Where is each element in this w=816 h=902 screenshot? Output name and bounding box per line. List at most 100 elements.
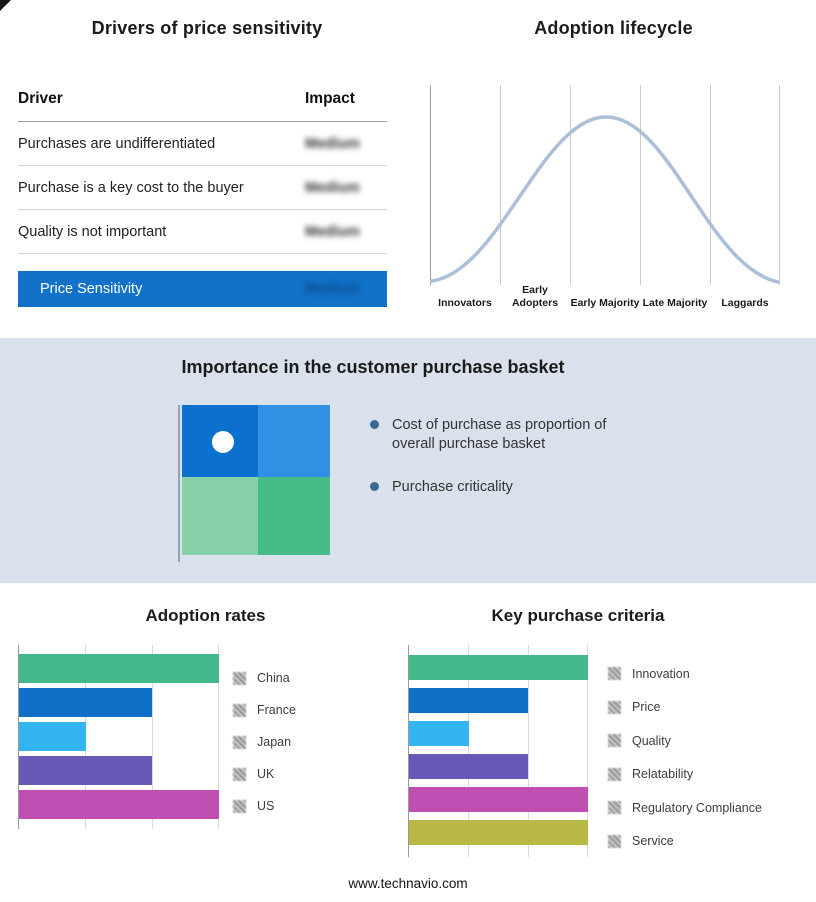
legend-swatch-icon [233,735,246,749]
gridline [18,645,19,829]
gridline [152,645,153,829]
legend-swatch-icon [608,734,621,748]
gridline [408,645,409,857]
basket-bullet-list: Cost of purchase as proportion of overal… [370,416,638,521]
column-header-impact: Impact [305,90,355,107]
gridline [570,85,571,285]
bullet-item: Cost of purchase as proportion of overal… [370,416,638,454]
lifecycle-stage-labels: Innovators Early Adopters Early Majority… [430,284,780,309]
quadrant-bottom-right [258,477,330,555]
bar-regulatory-compliance [409,787,588,812]
bar-row [409,721,588,746]
legend-item: Quality [608,724,762,758]
bullet-text: Cost of purchase as proportion of overal… [392,417,607,453]
price-sensitivity-row: Price Sensitivity Medium [18,271,387,307]
legend-label: Quality [632,733,671,748]
key-purchase-criteria-plot [408,645,588,857]
bar-japan [19,722,86,751]
impact-value-blurred: Medium [305,223,360,240]
gridline [430,85,431,285]
gridline [640,85,641,285]
legend-swatch-icon [608,667,621,681]
legend-swatch-icon [608,801,621,815]
bar-row [409,787,588,812]
quadrant-matrix [178,405,330,562]
key-purchase-criteria-title: Key purchase criteria [491,606,665,625]
legend-swatch-icon [233,767,246,781]
bar-row [19,688,219,717]
drivers-panel-title: Drivers of price sensitivity [91,18,323,38]
column-header-driver: Driver [18,90,63,107]
adoption-rates-plot [18,645,219,829]
bell-curve [430,115,780,284]
legend-label: Service [632,834,674,849]
stage-label-laggards: Laggards [721,296,769,309]
legend-label: China [257,671,290,685]
position-marker-dot [212,431,234,453]
legend-item: Price [608,691,762,725]
legend-label: Regulatory Compliance [632,800,762,815]
legend-label: Price [632,700,661,715]
key-purchase-criteria-bars [409,655,588,853]
bar-row [19,756,219,785]
bar-china [19,654,219,683]
stage-label-early-adopters: Early Adopters [511,284,559,309]
bar-row [19,654,219,683]
quadrant-top-left [182,405,258,477]
bar-uk [19,756,153,785]
bar-service [409,820,588,845]
key-purchase-criteria-legend: Innovation Price Quality Relatability Re… [608,657,762,858]
quadrant-bottom-left [182,477,258,555]
price-sensitivity-label: Price Sensitivity [40,281,143,297]
legend-label: UK [257,767,275,781]
legend-item: China [233,662,296,694]
bullet-text: Purchase criticality [392,479,513,496]
legend-swatch-icon [608,834,621,848]
footer-url[interactable]: www.technavio.com [348,876,468,891]
impact-value-blurred: Medium [305,281,360,297]
legend-label: Innovation [632,666,690,681]
gridline [528,645,529,857]
bar-row [19,790,219,819]
legend-swatch-icon [233,799,246,813]
legend-item: Relatability [608,758,762,792]
quadrant-top-right [258,405,330,477]
legend-item: France [233,694,296,726]
gridline [500,85,501,285]
legend-swatch-icon [233,703,246,717]
legend-item: UK [233,758,296,790]
driver-label: Purchases are undifferentiated [18,135,216,152]
bar-row [19,722,219,751]
adoption-rates-legend: China France Japan UK US [233,662,296,822]
table-row: Quality is not important Medium [18,210,387,254]
bar-row [409,688,588,713]
bullet-icon [370,420,379,429]
gridline [710,85,711,285]
driver-label: Purchase is a key cost to the buyer [18,179,244,196]
adoption-rates-bars [19,654,219,824]
bar-france [19,688,153,717]
corner-artifact [0,0,11,11]
driver-label: Quality is not important [18,223,167,240]
stage-label-early-majority: Early Majority [570,296,640,309]
basket-title: Importance in the customer purchase bask… [181,357,565,377]
legend-swatch-icon [608,767,621,781]
quadrant-axis [178,405,180,562]
gridline [218,645,219,829]
stage-label-innovators: Innovators [438,296,492,309]
legend-item: Regulatory Compliance [608,791,762,825]
table-row: Purchase is a key cost to the buyer Medi… [18,166,387,210]
drivers-table-header: Driver Impact [18,90,387,122]
bar-us [19,790,219,819]
gridline [587,645,588,857]
impact-value-blurred: Medium [305,179,360,196]
bar-row [409,754,588,779]
legend-label: Japan [257,735,292,749]
legend-swatch-icon [233,671,246,685]
legend-item: Service [608,825,762,859]
lifecycle-chart [430,85,780,285]
legend-label: Relatability [632,767,694,782]
legend-swatch-icon [608,700,621,714]
bar-row [409,655,588,680]
